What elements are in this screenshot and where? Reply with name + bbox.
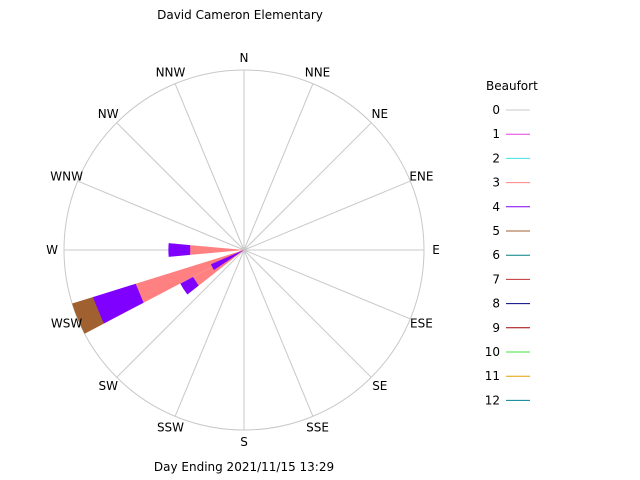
direction-label-sse: SSE: [306, 420, 329, 434]
spoke-nw: [116, 122, 245, 251]
legend-title: Beaufort: [486, 79, 538, 93]
petal-sw-b3: [193, 250, 244, 286]
spoke-nnw: [174, 83, 245, 251]
petal-wsw-b4: [92, 283, 144, 324]
spoke-sw: [116, 249, 245, 378]
direction-label-nw: NW: [98, 107, 119, 121]
direction-label-se: SE: [372, 379, 387, 393]
direction-label-s: S: [240, 435, 248, 449]
direction-labels: N NNE NE ENE E ESE SE SSE S SSW SW WSW W WNW NW NNW: [46, 51, 440, 449]
legend-label-5: 5: [492, 224, 500, 238]
spoke-ne: [243, 122, 372, 251]
wind-petals: [72, 243, 244, 334]
legend-label-0: 0: [492, 103, 500, 117]
petal-wsw-b5: [72, 297, 104, 334]
spoke-ene: [243, 180, 411, 251]
chart-subtitle: Day Ending 2021/11/15 13:29: [154, 460, 334, 474]
chart-title: David Cameron Elementary: [157, 8, 323, 22]
spoke-sse: [243, 249, 314, 417]
direction-label-ene: ENE: [409, 170, 433, 184]
direction-label-sw: SW: [98, 379, 118, 393]
direction-label-ese: ESE: [410, 317, 433, 331]
direction-label-ne: NE: [372, 107, 389, 121]
legend-label-7: 7: [492, 272, 500, 286]
petal-sw-b4: [180, 276, 199, 295]
spoke-ssw: [174, 249, 245, 417]
legend-label-10: 10: [485, 345, 500, 359]
direction-label-nnw: NNW: [156, 66, 186, 80]
legend-label-6: 6: [492, 248, 500, 262]
legend-label-11: 11: [485, 369, 500, 383]
legend-label-12: 12: [485, 393, 500, 407]
spoke-ese: [243, 249, 411, 320]
legend-label-8: 8: [492, 297, 500, 311]
spoke-nne: [243, 83, 314, 251]
legend-label-3: 3: [492, 176, 500, 190]
legend-label-9: 9: [492, 321, 500, 335]
direction-label-n: N: [240, 51, 249, 65]
direction-label-w: W: [46, 243, 58, 257]
legend-label-2: 2: [492, 151, 500, 165]
spoke-wnw: [77, 180, 245, 251]
petal-w-b4: [168, 243, 191, 257]
direction-label-e: E: [432, 243, 440, 257]
petal-wsw_inner-b4: [210, 250, 244, 270]
legend-label-1: 1: [492, 127, 500, 141]
direction-label-ssw: SSW: [157, 420, 184, 434]
direction-label-wnw: WNW: [50, 170, 83, 184]
spoke-se: [243, 249, 372, 378]
petal-w-b3: [189, 245, 244, 255]
legend-label-4: 4: [492, 200, 500, 214]
direction-label-nne: NNE: [305, 66, 331, 80]
direction-label-wsw: WSW: [51, 317, 82, 331]
